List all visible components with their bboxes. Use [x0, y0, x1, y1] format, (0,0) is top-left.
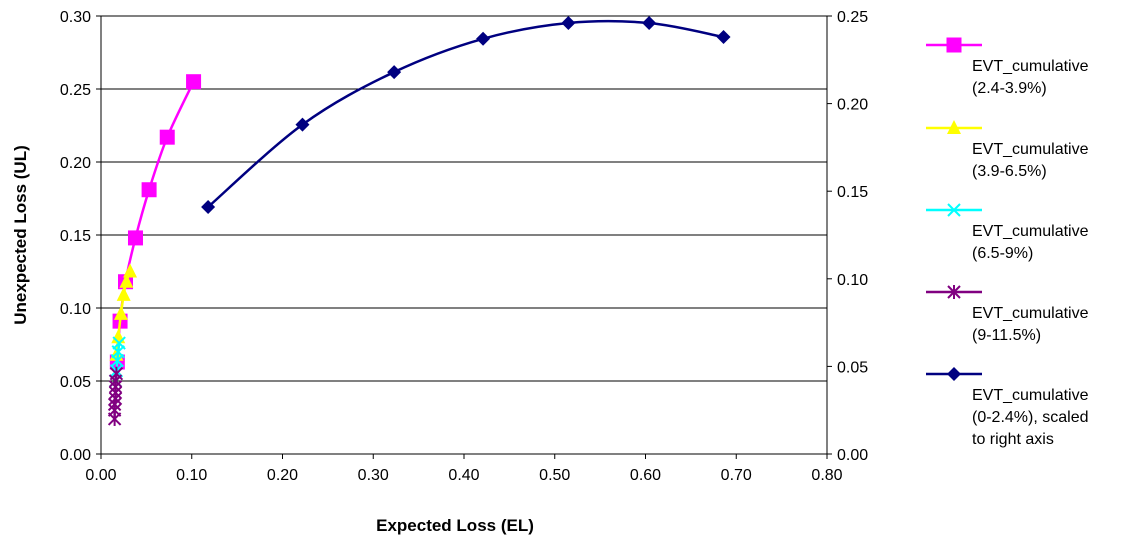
y2-axis-ticks: 0.00 0.05 0.10 0.15 0.20 0.25 [827, 9, 868, 464]
legend-label: (2.4-3.9%) [972, 80, 1047, 97]
x-tick-label: 0.40 [448, 467, 479, 484]
data-point [295, 117, 310, 132]
legend-marker [946, 37, 962, 53]
data-point [112, 336, 126, 350]
legend-label: (9-11.5%) [972, 327, 1041, 344]
data-point [113, 305, 128, 320]
y-tick-label: 0.10 [60, 301, 91, 318]
data-point [123, 263, 138, 278]
legend-entry-3: EVT_cumulative (6.5-9%) [926, 203, 1089, 262]
marker-stroke [111, 345, 125, 359]
data-point [716, 30, 731, 45]
y-tick-label: 0.15 [60, 228, 91, 245]
y2-tick-label: 0.00 [837, 447, 868, 464]
x-tick-label: 0.00 [85, 467, 116, 484]
legend-entry-5: EVT_cumulative (0-2.4%), scaled to right a… [926, 367, 1089, 448]
legend-label: EVT_cumulative [972, 387, 1089, 404]
x-tick-label: 0.30 [358, 467, 389, 484]
legend-marker [947, 285, 961, 299]
series-4 [107, 366, 124, 426]
legend-entry-1: EVT_cumulative (2.4-3.9%) [926, 37, 1089, 97]
data-point [201, 199, 216, 214]
data-point [109, 366, 124, 381]
y2-tick-label: 0.05 [837, 359, 868, 376]
legend: EVT_cumulative (2.4-3.9%) EVT_cumulative (3… [926, 37, 1089, 448]
x-tick-label: 0.80 [811, 467, 842, 484]
y2-tick-label: 0.20 [837, 97, 868, 114]
y-tick-label: 0.00 [60, 447, 91, 464]
legend-label: EVT_cumulative [972, 141, 1089, 158]
y2-tick-label: 0.25 [837, 9, 868, 26]
marker-stroke [110, 353, 125, 368]
marker-stroke [947, 203, 961, 217]
y-tick-label: 0.25 [60, 82, 91, 99]
data-point [119, 273, 134, 288]
y-tick-label: 0.20 [60, 155, 91, 172]
data-point [186, 74, 202, 90]
data-point [642, 16, 657, 31]
series-5 [201, 16, 731, 214]
legend-label: EVT_cumulative [972, 305, 1089, 322]
y2-tick-label: 0.15 [837, 184, 868, 201]
data-point [116, 286, 131, 301]
y-axis-ticks: 0.00 0.05 0.10 0.15 0.20 0.25 0.30 [60, 9, 101, 464]
legend-marker [947, 367, 961, 381]
legend-entry-4: EVT_cumulative (9-11.5%) [926, 285, 1089, 344]
x-axis-ticks: 0.00 0.10 0.20 0.30 0.40 0.50 0.60 0.70 0.80 [85, 454, 843, 484]
marker-stroke [112, 336, 126, 350]
x-tick-label: 0.70 [721, 467, 752, 484]
legend-label: (6.5-9%) [972, 245, 1033, 262]
legend-label: to right axis [972, 431, 1054, 448]
y-tick-label: 0.30 [60, 9, 91, 26]
y-axis-title: Unexpected Loss (UL) [11, 145, 30, 324]
series-layer [107, 16, 731, 426]
legend-marker [947, 120, 961, 134]
y2-tick-label: 0.10 [837, 272, 868, 289]
legend-marker [947, 203, 961, 217]
legend-label: EVT_cumulative [972, 223, 1089, 240]
data-point [387, 65, 402, 80]
data-point [476, 31, 491, 46]
x-tick-label: 0.10 [176, 467, 207, 484]
x-tick-label: 0.50 [539, 467, 570, 484]
legend-entry-2: EVT_cumulative (3.9-6.5%) [926, 120, 1089, 180]
legend-label: EVT_cumulative [972, 58, 1089, 75]
legend-label: (3.9-6.5%) [972, 163, 1047, 180]
data-point [561, 16, 576, 31]
x-tick-label: 0.20 [267, 467, 298, 484]
data-point [141, 182, 157, 198]
data-point [159, 129, 175, 145]
x-tick-label: 0.60 [630, 467, 661, 484]
data-point [127, 230, 143, 246]
y-tick-label: 0.05 [60, 374, 91, 391]
x-axis-title: Expected Loss (EL) [376, 516, 534, 535]
legend-label: (0-2.4%), scaled [972, 409, 1089, 426]
